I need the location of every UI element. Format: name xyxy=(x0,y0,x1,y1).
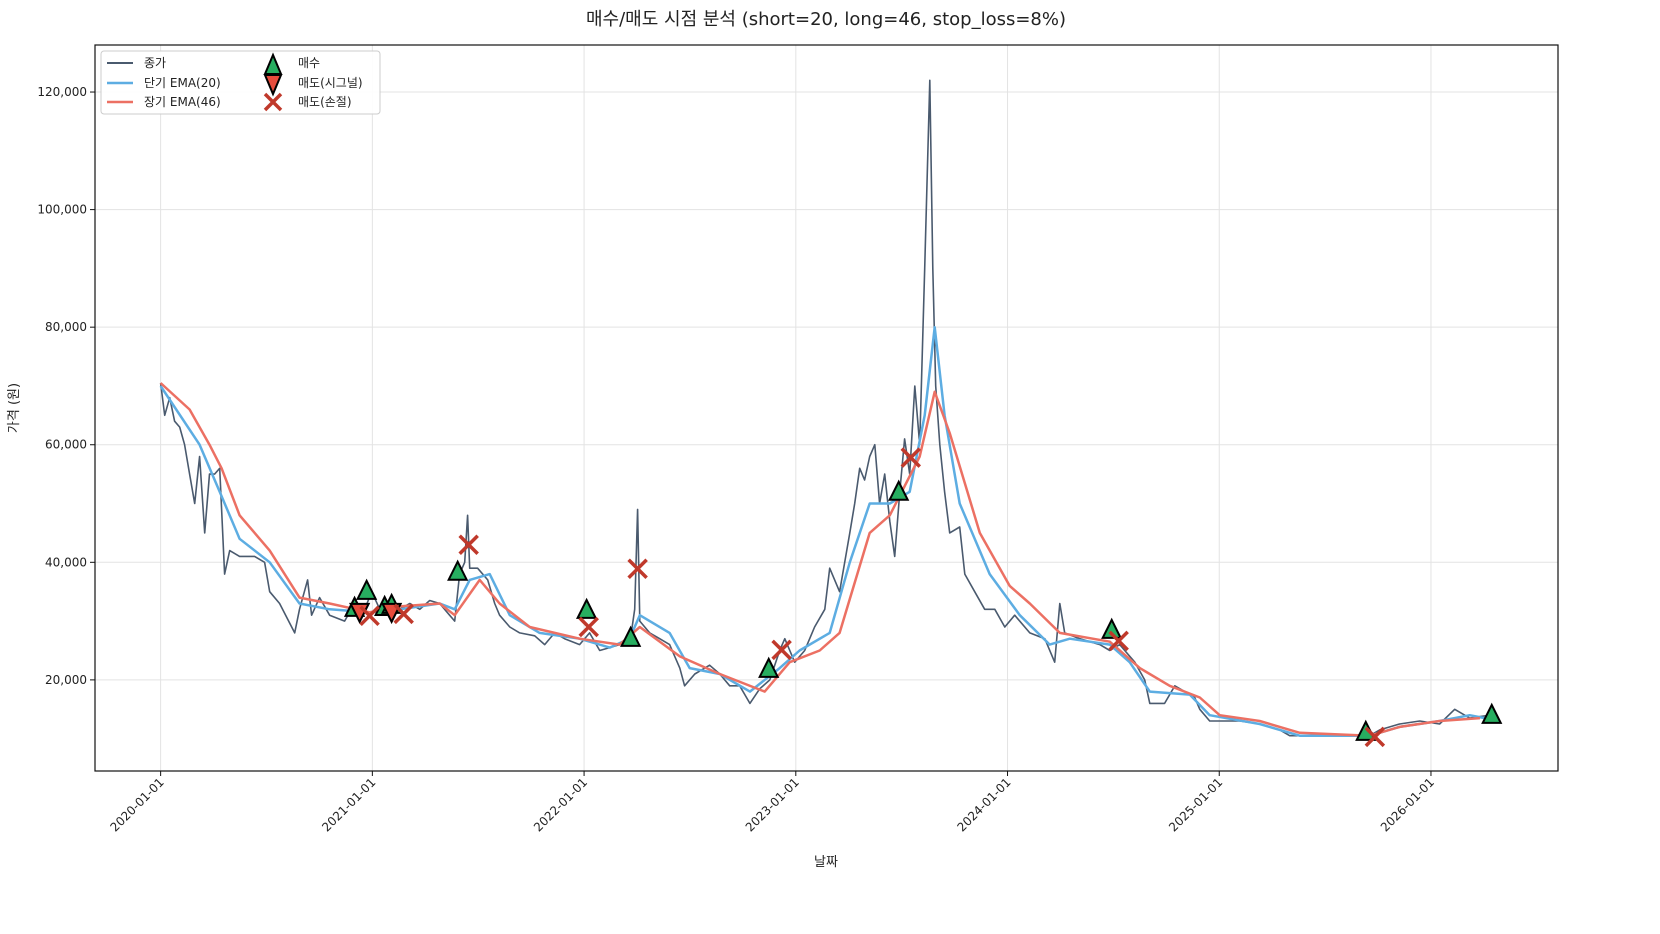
buy-marker xyxy=(576,597,598,619)
plot-area xyxy=(159,79,1503,748)
y-tick-label: 20,000 xyxy=(45,673,87,687)
stop-loss-marker xyxy=(627,558,648,580)
y-axis: 20,000 40,000 60,000 80,000 100,000 120,000 xyxy=(37,85,95,687)
buy-marker xyxy=(758,656,780,678)
ema-short-line xyxy=(159,325,1485,737)
legend: 종가 단기 EMA(20) 장기 EMA(46) 매수 매도(시그널) 매도(손… xyxy=(100,50,381,115)
stop-loss-marker xyxy=(771,639,792,661)
stop-loss-marker xyxy=(578,616,599,638)
buy-marker xyxy=(888,479,910,501)
x-tick-label: 2026-01-01 xyxy=(1378,775,1437,834)
legend-ema46-label: 장기 EMA(46) xyxy=(144,95,221,109)
stop-loss-marker xyxy=(1108,630,1129,652)
stop-loss-marker xyxy=(359,605,380,627)
stop-loss-marker xyxy=(393,603,414,625)
grid xyxy=(95,45,1558,771)
legend-sell-signal-icon xyxy=(263,74,283,97)
legend-ema20-label: 단기 EMA(20) xyxy=(144,76,221,90)
x-axis: 2020-01-01 2021-01-01 2022-01-01 2023-01-01… xyxy=(108,771,1437,834)
buy-marker xyxy=(1101,617,1123,639)
x-tick-label: 2021-01-01 xyxy=(319,775,378,834)
x-tick-label: 2023-01-01 xyxy=(743,775,802,834)
x-tick-label: 2020-01-01 xyxy=(108,775,167,834)
legend-buy-label: 매수 xyxy=(298,56,320,70)
axes-frame xyxy=(94,44,1559,772)
stop-loss-marker xyxy=(458,534,479,556)
x-tick-label: 2022-01-01 xyxy=(531,775,590,834)
y-tick-label: 40,000 xyxy=(45,555,87,569)
y-axis-label: 가격 (원) xyxy=(7,383,22,433)
y-tick-label: 120,000 xyxy=(37,85,87,99)
chart-title: 매수/매도 시점 분석 (short=20, long=46, stop_los… xyxy=(586,9,1066,30)
buy-marker xyxy=(1481,702,1503,724)
x-tick-label: 2025-01-01 xyxy=(1166,775,1225,834)
close-price-line xyxy=(159,79,1490,737)
buy-marker xyxy=(447,559,469,581)
y-tick-label: 100,000 xyxy=(37,203,87,217)
buy-marker xyxy=(1355,719,1377,741)
legend-close-label: 종가 xyxy=(144,56,166,70)
y-tick-label: 80,000 xyxy=(45,320,87,334)
ema-long-line xyxy=(159,382,1480,737)
legend-sell-signal-label: 매도(시그널) xyxy=(298,76,363,90)
legend-stop-loss-icon xyxy=(263,92,283,112)
x-axis-label: 날짜 xyxy=(814,855,838,870)
stop-loss-marker xyxy=(1364,726,1386,748)
x-tick-label: 2024-01-01 xyxy=(954,775,1013,834)
buy-marker xyxy=(356,578,378,600)
legend-stop-loss-label: 매도(손절) xyxy=(298,95,352,109)
stop-loss-marker xyxy=(900,447,922,468)
y-tick-label: 60,000 xyxy=(45,438,87,452)
buy-marker xyxy=(620,625,642,647)
